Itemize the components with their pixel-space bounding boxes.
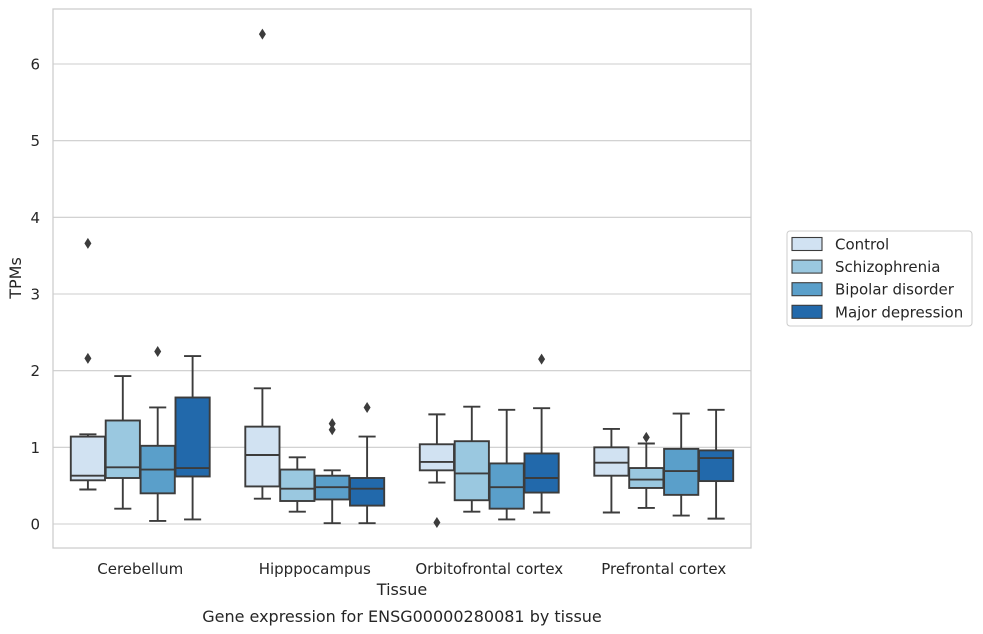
outlier-marker: [328, 418, 336, 430]
box-iqr: [244, 425, 281, 488]
y-tick-label: 5: [30, 132, 40, 150]
box-0-1: [104, 375, 141, 510]
y-tick-label: 6: [30, 56, 40, 74]
box-1-2: [314, 418, 351, 525]
box-1-0: [244, 28, 281, 500]
legend-swatch: [791, 304, 823, 319]
legend-swatch: [791, 282, 823, 297]
outlier-marker: [328, 424, 336, 436]
box-0-0: [69, 237, 106, 491]
legend-swatch: [791, 259, 823, 274]
box-0-2: [139, 346, 176, 522]
y-axis-tick-labels: 0 1 2 3 4 5 6: [30, 56, 40, 534]
box-iqr: [349, 477, 386, 507]
box-1-1: [279, 456, 316, 513]
y-tick-label: 2: [30, 362, 40, 380]
box-iqr: [174, 396, 211, 478]
x-axis-tick-labels: Cerebellum Hipppocampus Orbitofrontal cort…: [97, 560, 726, 578]
box-iqr: [69, 435, 106, 482]
x-tick-label: Cerebellum: [97, 560, 183, 578]
y-axis-label: TPMs: [6, 257, 25, 300]
box-iqr: [628, 467, 665, 489]
box-plot-series: [69, 28, 735, 528]
legend-label: Major depression: [835, 303, 963, 321]
box-3-0: [593, 427, 630, 514]
y-tick-label: 1: [30, 439, 40, 457]
box-iqr: [453, 440, 490, 502]
x-axis-label: Tissue: [376, 580, 427, 599]
box-1-3: [349, 401, 386, 525]
box-3-3: [698, 408, 735, 520]
box-iqr: [698, 449, 735, 483]
legend: Control Schizophrenia Bipolar disorder Majo…: [786, 230, 973, 327]
box-iqr: [488, 462, 525, 510]
box-2-1: [453, 405, 490, 513]
x-tick-label: Prefrontal cortex: [601, 560, 726, 578]
outlier-marker: [84, 352, 92, 364]
outlier-marker: [642, 431, 650, 443]
legend-frame: [786, 230, 973, 327]
outlier-marker: [538, 353, 546, 365]
box-0-3: [174, 355, 211, 521]
plot-area-frame: [52, 8, 752, 549]
chart-title: Gene expression for ENSG00000280081 by t…: [202, 607, 602, 626]
y-tick-label: 0: [30, 516, 40, 534]
box-iqr: [279, 468, 316, 502]
outlier-marker: [84, 237, 92, 249]
y-tick-label: 4: [30, 209, 40, 227]
box-iqr: [418, 443, 455, 472]
outlier-marker: [363, 401, 371, 413]
box-iqr: [593, 446, 630, 477]
outlier-marker: [154, 346, 162, 357]
legend-label: Bipolar disorder: [835, 281, 955, 299]
box-2-2: [488, 408, 525, 521]
legend-swatch: [791, 236, 823, 252]
y-tick-label: 3: [30, 286, 40, 304]
box-iqr: [523, 452, 560, 494]
x-tick-label: Orbitofrontal cortex: [415, 560, 563, 578]
box-3-2: [663, 412, 700, 517]
x-tick-label: Hipppocampus: [259, 560, 371, 578]
legend-label: Schizophrenia: [835, 258, 940, 276]
legend-label: Control: [835, 236, 889, 254]
box-3-1: [628, 431, 665, 509]
outlier-marker: [258, 28, 266, 40]
box-2-3: [523, 353, 560, 514]
box-iqr: [104, 419, 141, 479]
box-2-0: [418, 413, 455, 528]
outlier-marker: [433, 516, 441, 528]
